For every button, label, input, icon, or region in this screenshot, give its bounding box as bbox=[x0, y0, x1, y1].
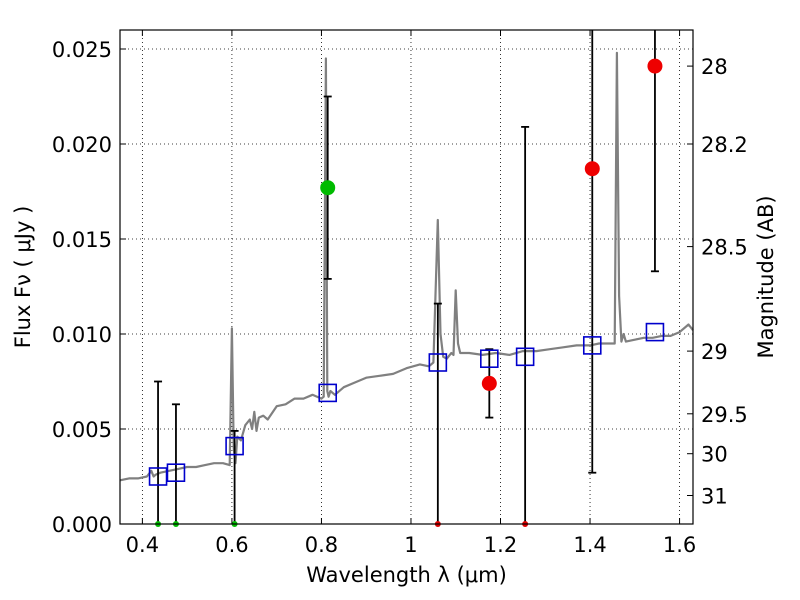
y-tick-label: 0.000 bbox=[52, 513, 112, 537]
model-point bbox=[582, 336, 602, 355]
y2-axis-label: Magnitude (AB) bbox=[754, 195, 778, 358]
y-tick-label: 0.005 bbox=[52, 418, 112, 442]
y-tick-label: 0.010 bbox=[52, 323, 112, 347]
model-point bbox=[645, 322, 665, 342]
mag-tick-label: 29 bbox=[701, 340, 728, 364]
y-tick-label: 0.025 bbox=[52, 38, 112, 62]
observed-point bbox=[481, 375, 497, 391]
x-tick-label: 1 bbox=[404, 533, 417, 557]
model-point bbox=[148, 467, 168, 486]
x-tick-label: 1.4 bbox=[573, 533, 606, 557]
mag-tick-label: 28.2 bbox=[701, 133, 748, 157]
model-point bbox=[225, 436, 244, 456]
mag-tick-label: 28 bbox=[701, 55, 728, 79]
y-tick-label: 0.015 bbox=[52, 228, 112, 252]
grid bbox=[120, 30, 693, 525]
model-point bbox=[480, 349, 499, 369]
mag-tick-label: 29.5 bbox=[701, 403, 748, 427]
model-point bbox=[515, 347, 535, 367]
model-point bbox=[428, 353, 448, 372]
x-axis-label: Wavelength λ (μm) bbox=[306, 563, 507, 587]
observed-points-layer bbox=[155, 58, 663, 527]
spectrum-layer bbox=[119, 51, 694, 482]
x-tick-label: 0.4 bbox=[126, 533, 159, 557]
model-points-layer bbox=[148, 322, 665, 486]
axis-ticks: 0.4 0.6 0.8 1 1.2 1.4 1.6 0.000 0.005 0.010 0.015 0… bbox=[52, 30, 748, 557]
y-axis-label: Flux Fν ( μJy ) bbox=[11, 206, 35, 349]
x-tick-label: 1.6 bbox=[663, 533, 696, 557]
observed-point bbox=[584, 161, 600, 177]
mag-tick-label: 31 bbox=[701, 485, 728, 509]
observed-point bbox=[647, 58, 663, 74]
errorbar-layer bbox=[154, 30, 659, 524]
x-tick-label: 0.6 bbox=[215, 533, 248, 557]
observed-point bbox=[320, 180, 336, 196]
model-point bbox=[318, 383, 338, 403]
model-point bbox=[166, 463, 186, 483]
spectrum-line bbox=[119, 51, 694, 482]
mag-tick-label: 28.5 bbox=[701, 236, 748, 260]
plot-frame bbox=[119, 29, 694, 525]
mag-tick-label: 30 bbox=[701, 443, 728, 467]
x-tick-label: 1.2 bbox=[484, 533, 517, 557]
y-tick-label: 0.020 bbox=[52, 133, 112, 157]
x-tick-label: 0.8 bbox=[305, 533, 338, 557]
